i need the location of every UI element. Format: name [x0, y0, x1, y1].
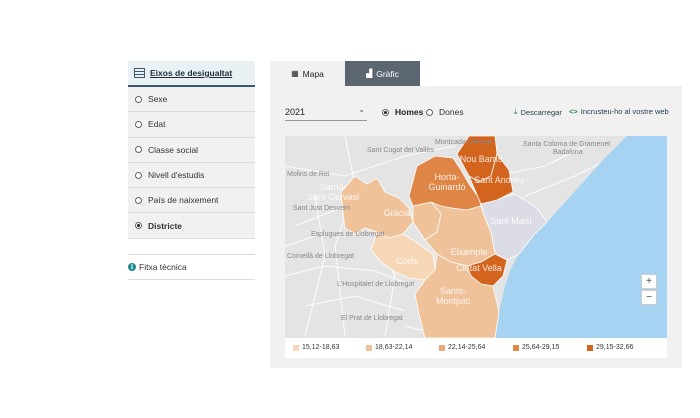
tab-map[interactable]: ▦ Mapa — [270, 61, 345, 86]
label-nou-barris: Nou Barris — [460, 154, 503, 164]
axis-option-label: Districte — [148, 220, 183, 231]
label-eixample: Eixample — [450, 247, 487, 257]
legend-item: 29,15-32,66 — [587, 344, 633, 351]
label-sant-just: Sant Just Desvern — [293, 205, 350, 212]
radio-checked-icon — [135, 222, 142, 230]
info-icon: i — [128, 263, 136, 271]
gender-option-dones[interactable]: Dones — [426, 107, 464, 117]
bar-chart-icon: ▟ — [366, 69, 373, 78]
radio-icon — [135, 120, 142, 128]
label-santa-coloma: Santa Coloma de Gramenet — [523, 141, 610, 148]
tab-map-label: Mapa — [302, 68, 324, 79]
legend-item: 18,63-22,14 — [366, 344, 412, 351]
inequality-axes-list: Sexe Edat Classe social Nivell d'estudis… — [128, 87, 255, 239]
label-horta-guinardo-2: Guinardó — [428, 182, 465, 192]
legend-item: 22,14-25,64 — [439, 344, 485, 351]
year-select[interactable]: 2021 ⌄ — [285, 104, 367, 121]
table-icon — [134, 68, 145, 78]
label-hospitalet: L'Hospitalet de Llobregat — [337, 281, 414, 288]
label-gracia: Gràcia — [384, 208, 411, 218]
axis-option-label: Sexe — [148, 94, 168, 105]
district-sant-andreu[interactable] — [468, 153, 514, 205]
zoom-out-button[interactable]: − — [641, 290, 657, 305]
code-icon: <> — [569, 107, 578, 116]
embed-button[interactable]: <> Incrusteu-ho al vostre web — [569, 107, 669, 116]
label-prat: El Prat de Llobregat — [341, 315, 403, 322]
inequality-axes-title: Eixos de desigualtat — [150, 68, 233, 78]
year-select-value: 2021 — [285, 107, 306, 117]
axis-option-label: Classe social — [148, 144, 199, 155]
district-sarria-sant-gervasi[interactable] — [340, 175, 414, 239]
embed-label: Incrusteu-ho al vostre web — [580, 107, 669, 116]
radio-icon — [135, 196, 142, 204]
download-button[interactable]: ⤓ Descarregar — [514, 107, 562, 117]
gender-option-label: Dones — [439, 107, 464, 117]
inequality-axes-header: Eixos de desigualtat — [128, 61, 255, 87]
legend-label: 25,64-29,15 — [522, 344, 560, 351]
axis-option-sexe[interactable]: Sexe — [128, 87, 255, 113]
label-sant-marti: Sant Martí — [490, 216, 532, 226]
label-sants-2: Montjuïc — [436, 296, 471, 306]
axis-option-label: Edat — [148, 119, 166, 130]
label-badalona: Badalona — [553, 149, 583, 156]
label-sarria-1: Sarrià- — [319, 182, 346, 192]
chevron-down-icon: ⌄ — [358, 105, 365, 114]
radio-checked-icon — [382, 108, 389, 116]
technical-sheet-link[interactable]: i Fitxa tècnica — [128, 254, 255, 280]
district-labels: Nou Barris Horta- Guinardó Sant Andreu S… — [307, 154, 532, 306]
background-place-labels: Sant Cugat del Vallès Sant Just Desvern … — [287, 139, 610, 322]
legend-swatch — [439, 344, 445, 351]
axis-option-edat[interactable]: Edat — [128, 112, 255, 138]
legend-swatch — [366, 344, 372, 351]
radio-icon — [135, 171, 142, 179]
legend-item: 25,64-29,15 — [513, 344, 559, 351]
download-label: Descarregar — [520, 107, 562, 117]
legend-item: 15,12-18,63 — [293, 344, 339, 351]
label-ciutat-vella: Ciutat Vella — [456, 263, 502, 273]
tab-chart-label: Gràfic — [376, 68, 399, 79]
sea — [495, 136, 667, 338]
legend-swatch — [293, 344, 299, 351]
map-canvas: Nou Barris Horta- Guinardó Sant Andreu S… — [285, 136, 667, 338]
axis-option-districte[interactable]: Districte — [128, 213, 255, 239]
legend-label: 15,12-18,63 — [302, 344, 340, 351]
zoom-in-button[interactable]: + — [641, 274, 657, 289]
download-icon: ⤓ — [514, 107, 518, 116]
district-sants-montjuic[interactable] — [414, 253, 500, 338]
legend-label: 29,15-32,66 — [596, 344, 634, 351]
label-cornella: Cornellà de Llobregat — [287, 253, 354, 260]
axis-option-label: Nivell d'estudis — [148, 170, 205, 181]
gender-option-label: Homes — [395, 107, 424, 117]
axis-option-label: País de naixement — [148, 195, 219, 206]
legend-label: 18,63-22,14 — [375, 344, 413, 351]
legend-label: 22,14-25,64 — [448, 344, 486, 351]
map-legend: 15,12-18,63 18,63-22,14 22,14-25,64 25,6… — [285, 338, 667, 358]
label-sant-cugat: Sant Cugat del Vallès — [367, 147, 434, 154]
axis-option-nivell-estudis[interactable]: Nivell d'estudis — [128, 163, 255, 189]
tab-chart[interactable]: ▟ Gràfic — [345, 61, 420, 86]
axis-option-classe-social[interactable]: Classe social — [128, 138, 255, 163]
gender-option-homes[interactable]: Homes — [382, 107, 423, 117]
legend-swatch — [587, 344, 593, 351]
label-sant-andreu: Sant Andreu — [474, 175, 524, 185]
label-horta-guinardo-1: Horta- — [434, 172, 459, 182]
label-sarria-2: Sant Gervasi — [307, 192, 359, 202]
radio-icon — [135, 146, 142, 154]
label-molins: Molins de Rei — [287, 171, 330, 178]
label-sants-1: Sants- — [440, 286, 466, 296]
inequality-axes-panel: Eixos de desigualtat Sexe Edat Classe so… — [128, 61, 255, 239]
axis-option-pais-naixement[interactable]: País de naixement — [128, 188, 255, 214]
legend-swatch — [513, 344, 519, 351]
choropleth-map[interactable]: Nou Barris Horta- Guinardó Sant Andreu S… — [285, 136, 667, 338]
map-icon: ▦ — [291, 69, 299, 78]
label-corts: Corts — [396, 256, 418, 266]
technical-sheet-label: Fitxa tècnica — [139, 262, 187, 272]
radio-icon — [135, 95, 142, 103]
label-esplugues: Esplugues de Llobregat — [311, 231, 385, 238]
label-montcada: Montcada i Reixac — [435, 139, 493, 146]
radio-icon — [426, 108, 433, 116]
